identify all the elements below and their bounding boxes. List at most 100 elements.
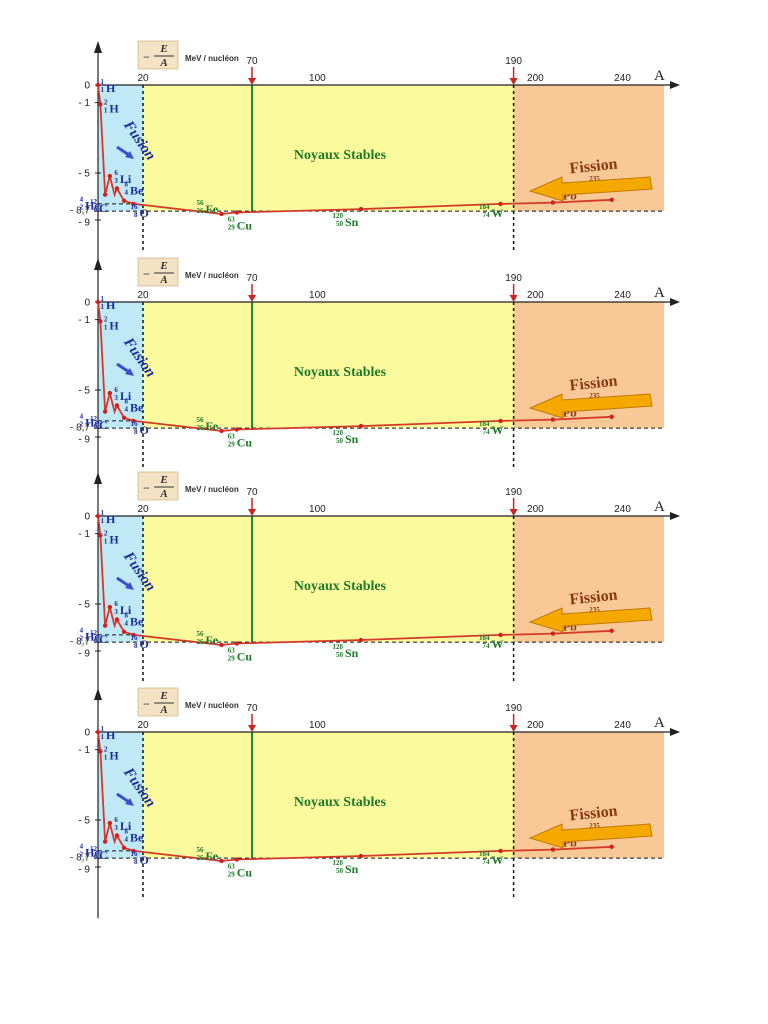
nuclide-point-sn bbox=[358, 206, 364, 212]
nuclide-point-u bbox=[609, 197, 614, 202]
y-tick-label: - 9 bbox=[78, 435, 90, 446]
nuclide-atomic-number: 1 bbox=[104, 106, 108, 114]
nuclide-mass-number: 16 bbox=[131, 850, 139, 858]
y-label-denominator: A bbox=[159, 57, 167, 69]
y-label-denominator: A bbox=[159, 488, 167, 500]
nuclide-mass-number: 63 bbox=[228, 433, 236, 441]
nuclide-atomic-number: 2 bbox=[80, 851, 84, 859]
x-axis-arrow bbox=[670, 512, 680, 520]
nuclide-symbol: Fe bbox=[205, 633, 218, 647]
nuclide-point-o bbox=[131, 848, 136, 854]
y-label-numerator: E bbox=[159, 474, 167, 486]
nuclide-atomic-number: 8 bbox=[134, 858, 138, 866]
stable-zone bbox=[143, 732, 514, 859]
nuclide-mass-number: 120 bbox=[333, 429, 344, 437]
nuclide-point-o bbox=[131, 418, 136, 424]
nuclide-point-cu bbox=[234, 857, 239, 862]
nuclide-mass-number: 1 bbox=[101, 509, 105, 517]
nuclide-mass-number: 184 bbox=[479, 850, 490, 858]
nuclide-point-c bbox=[121, 629, 127, 635]
x-axis-label: A bbox=[654, 68, 665, 84]
nuclide-point-fe bbox=[219, 642, 224, 648]
nuclide-point-he bbox=[102, 623, 108, 628]
nuclide-point-w bbox=[498, 632, 503, 638]
nuclide-symbol: W bbox=[492, 206, 504, 220]
fusion-arrow-shaft bbox=[116, 576, 130, 588]
nuclide-atomic-number: 1 bbox=[101, 733, 105, 741]
nuclide-symbol: Sn bbox=[345, 215, 359, 229]
y-label-sign: − bbox=[143, 697, 150, 711]
nuclide-symbol: Li bbox=[120, 172, 132, 186]
x-tick-label: 200 bbox=[527, 720, 544, 731]
binding-energy-curve bbox=[97, 731, 612, 862]
y-tick-label: 0 bbox=[84, 81, 90, 92]
y-label-box bbox=[137, 40, 179, 70]
nuclide-symbol: Cu bbox=[237, 650, 253, 664]
nuclide-atomic-number: 1 bbox=[104, 753, 108, 761]
nuclide-symbol: C bbox=[99, 848, 108, 862]
x-marker-arrow-head bbox=[248, 725, 256, 732]
nuclide-symbol: O bbox=[140, 637, 149, 651]
y-tick-label: - 9 bbox=[78, 865, 90, 876]
nuclide-point-u bbox=[609, 844, 614, 849]
fusion-arrow-head bbox=[125, 798, 134, 806]
nuclide-symbol: Sn bbox=[345, 432, 359, 446]
nuclide-point-li bbox=[107, 604, 113, 610]
nuclide-mass-number: 184 bbox=[479, 634, 490, 642]
nuclide-mass-number: 2 bbox=[104, 745, 108, 753]
nuclide-symbol: He bbox=[85, 630, 100, 644]
nuclide-mass-number: 2 bbox=[104, 315, 108, 323]
y-tick-label: - 1 bbox=[78, 98, 90, 109]
x-axis-label: A bbox=[654, 499, 665, 515]
fission-arrow bbox=[528, 607, 653, 633]
nuclide-symbol: O bbox=[140, 853, 149, 867]
nuclide-symbol: Li bbox=[120, 389, 132, 403]
nuclide-symbol: H bbox=[109, 318, 119, 332]
nuclide-point-cu bbox=[234, 210, 239, 215]
nuclide-symbol: W bbox=[492, 423, 504, 437]
nuclide-point-pb bbox=[550, 200, 556, 205]
nuclide-atomic-number: 4 bbox=[124, 835, 128, 843]
nuclide-symbol: Sn bbox=[345, 646, 359, 660]
nuclide-atomic-number: 8 bbox=[134, 428, 138, 436]
x-marker-label: 70 bbox=[246, 273, 258, 284]
nuclide-point-c bbox=[121, 415, 127, 421]
nuclide-symbol: Fe bbox=[205, 202, 218, 216]
y-label-box bbox=[137, 687, 179, 717]
stable-zone bbox=[143, 516, 514, 643]
x-marker-arrow-head bbox=[509, 725, 518, 732]
nuclide-mass-number: 56 bbox=[196, 630, 204, 638]
y-tick-label: 0 bbox=[84, 298, 90, 309]
nuclide-atomic-number: 6 bbox=[94, 206, 98, 214]
nuclide-symbol: Be bbox=[130, 614, 144, 628]
nuclide-atomic-number: 3 bbox=[114, 608, 118, 616]
nuclide-mass-number: 235 bbox=[589, 822, 600, 830]
nuclide-atomic-number: 3 bbox=[114, 177, 118, 185]
y-tick-label: - 8,7 bbox=[70, 853, 90, 864]
nuclide-mass-number: 184 bbox=[479, 420, 490, 428]
x-marker-label: 70 bbox=[246, 703, 258, 714]
nuclide-atomic-number: 29 bbox=[228, 871, 236, 879]
nuclide-symbol: He bbox=[85, 846, 100, 860]
nuclide-point-h bbox=[95, 729, 101, 735]
nuclide-point-o bbox=[131, 632, 136, 638]
x-axis-arrow bbox=[670, 298, 680, 306]
nuclide-point-h bbox=[95, 513, 101, 519]
nuclide-mass-number: 6 bbox=[114, 600, 118, 608]
x-tick-label: 20 bbox=[137, 290, 149, 301]
stable-zone bbox=[143, 302, 514, 429]
nuclide-point-he bbox=[102, 409, 108, 414]
nuclide-atomic-number: 4 bbox=[124, 619, 128, 627]
nuclide-point-h bbox=[98, 319, 103, 324]
nuclide-point-fe bbox=[219, 211, 224, 217]
nuclide-mass-number: 8 bbox=[124, 611, 128, 619]
nuclide-mass-number: 4 bbox=[80, 196, 84, 204]
x-tick-label: 240 bbox=[614, 504, 631, 515]
nuclide-point-be bbox=[114, 186, 120, 191]
y-label-numerator: E bbox=[159, 260, 167, 272]
x-marker-label: 190 bbox=[505, 56, 522, 67]
nuclide-mass-number: 6 bbox=[114, 816, 118, 824]
nuclide-symbol: W bbox=[492, 637, 504, 651]
nuclide-mass-number: 56 bbox=[196, 199, 204, 207]
